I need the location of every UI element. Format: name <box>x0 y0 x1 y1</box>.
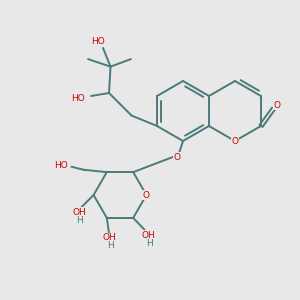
Text: HO: HO <box>54 161 68 170</box>
Text: OH: OH <box>73 208 86 217</box>
Text: HO: HO <box>91 37 104 46</box>
Text: OH: OH <box>141 231 155 240</box>
Text: H: H <box>146 239 152 248</box>
Text: H: H <box>107 241 114 250</box>
Text: OH: OH <box>102 233 116 242</box>
Text: H: H <box>76 216 83 225</box>
Text: HO: HO <box>71 94 85 103</box>
Text: O: O <box>173 153 181 162</box>
Text: O: O <box>274 100 280 109</box>
Text: O: O <box>143 190 150 200</box>
Text: O: O <box>232 136 238 146</box>
